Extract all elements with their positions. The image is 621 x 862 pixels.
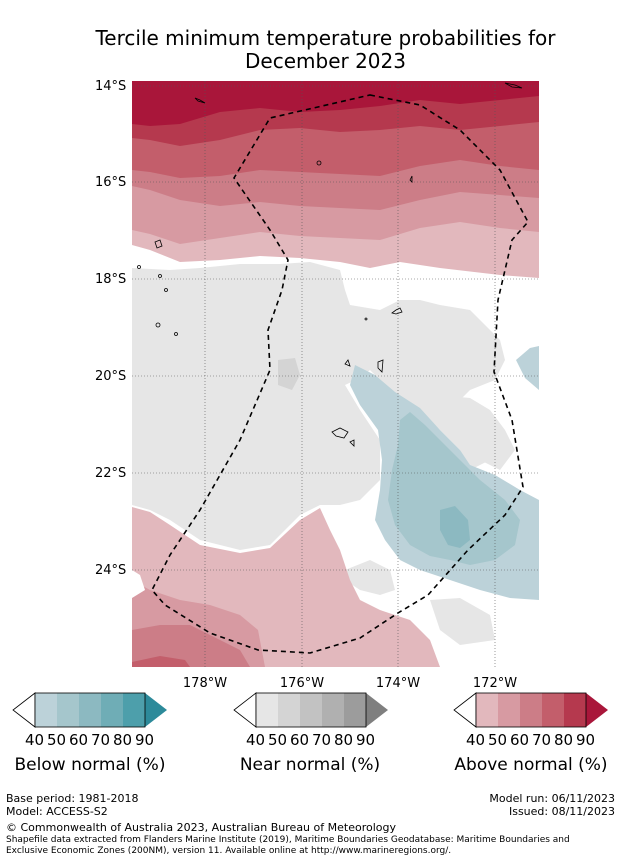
above-normal-label: Above normal (%) (454, 755, 608, 775)
below-normal-open-arrow (12, 692, 36, 728)
below-normal-swatch-3 (79, 693, 101, 727)
title-line-2: December 2023 (245, 49, 406, 73)
above-tick-60: 60 (510, 731, 530, 749)
above-tick-80: 80 (554, 731, 574, 749)
white-gap-south (132, 570, 145, 598)
below-normal-region-60 (440, 506, 470, 548)
below-normal-swatch-6 (145, 693, 167, 727)
issued-date: Issued: 08/11/2023 (508, 805, 615, 818)
above-normal-swatch-1 (476, 693, 498, 727)
above-normal-swatch-5 (564, 693, 586, 727)
model-name: Model: ACCESS-S2 (6, 805, 108, 818)
below-normal-swatch-1 (35, 693, 57, 727)
near-normal-swatch-4 (322, 693, 344, 727)
above-normal-swatch-2 (498, 693, 520, 727)
eez-boundary (151, 94, 529, 654)
lat-label-20s: 20°S (95, 369, 127, 384)
near-normal-swatch-1 (256, 693, 278, 727)
below-normal-region-40-east (516, 346, 539, 390)
below-tick-90: 90 (135, 731, 155, 749)
lat-label-18s: 18°S (95, 272, 127, 287)
below-normal-swatch-5 (123, 693, 145, 727)
near-normal-region-east (440, 395, 515, 470)
near-normal-label: Near normal (%) (239, 755, 381, 775)
near-normal-swatch-2 (278, 693, 300, 727)
below-normal-swatch-2 (57, 693, 79, 727)
near-normal-region-southeast (430, 598, 495, 645)
below-tick-70: 70 (91, 731, 111, 749)
grid-lines (132, 81, 539, 667)
shapefile-credit-1: Shapefile data extracted from Flanders M… (6, 835, 570, 845)
legend-above-normal (453, 692, 608, 728)
island-outlines (137, 82, 523, 447)
legend-below-normal (12, 692, 167, 728)
lat-label-16s: 16°S (95, 175, 127, 190)
lon-label-172w: 172°W (472, 676, 518, 691)
above-tick-70: 70 (532, 731, 552, 749)
copyright: © Commonwealth of Australia 2023, Austra… (6, 821, 396, 834)
near-tick-70: 70 (312, 731, 332, 749)
below-tick-50: 50 (47, 731, 67, 749)
below-normal-region-50 (388, 412, 520, 565)
near-normal-region (132, 262, 505, 550)
below-tick-60: 60 (69, 731, 89, 749)
lon-label-174w: 174°W (375, 676, 421, 691)
near-tick-40: 40 (246, 731, 266, 749)
near-normal-swatch-6 (366, 693, 388, 727)
shapefile-credit-2: Exclusive Economic Zones (200NM), versio… (6, 846, 452, 856)
above-normal-region-south-70 (132, 656, 190, 667)
above-tick-50: 50 (488, 731, 508, 749)
legend-colorbars (12, 692, 608, 728)
above-tick-40: 40 (466, 731, 486, 749)
near-normal-region-south (345, 560, 395, 595)
above-normal-swatch-3 (520, 693, 542, 727)
near-tick-90: 90 (356, 731, 376, 749)
near-tick-80: 80 (334, 731, 354, 749)
probability-map (132, 81, 539, 667)
below-normal-label: Below normal (%) (14, 755, 166, 775)
model-run: Model run: 06/11/2023 (489, 792, 615, 805)
near-normal-swatch-5 (344, 693, 366, 727)
lon-label-178w: 178°W (182, 676, 228, 691)
near-tick-60: 60 (290, 731, 310, 749)
above-normal-swatch-4 (542, 693, 564, 727)
above-normal-swatch-6 (586, 693, 608, 727)
map-title: Tercile minimum temperature probabilitie… (0, 27, 621, 73)
below-normal-swatch-4 (101, 693, 123, 727)
below-tick-40: 40 (25, 731, 45, 749)
legend-near-normal (233, 692, 388, 728)
near-tick-50: 50 (268, 731, 288, 749)
above-tick-90: 90 (576, 731, 596, 749)
title-line-1: Tercile minimum temperature probabilitie… (95, 26, 556, 50)
lat-label-24s: 24°S (95, 563, 127, 578)
lat-label-14s: 14°S (95, 79, 127, 94)
lon-label-176w: 176°W (279, 676, 325, 691)
below-tick-80: 80 (113, 731, 133, 749)
near-normal-patch (278, 358, 300, 390)
near-normal-swatch-3 (300, 693, 322, 727)
base-period: Base period: 1981-2018 (6, 792, 139, 805)
lat-label-22s: 22°S (95, 466, 127, 481)
